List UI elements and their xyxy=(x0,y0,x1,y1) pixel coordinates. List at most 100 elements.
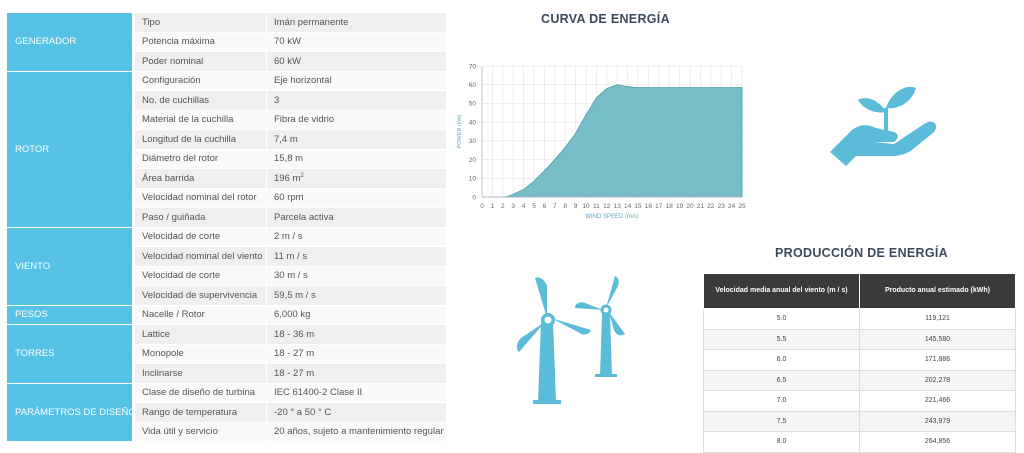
spec-value-text: 20 años, sujeto a mantenimiento regular xyxy=(274,426,444,438)
spec-row: Paso / guiñada Parcela activa xyxy=(7,207,447,228)
spec-row: ROTOR Configuración Eje horizontal xyxy=(6,70,447,228)
spec-row: Longitud de la cuchilla 7,4 m xyxy=(7,129,447,150)
production-speed: 6.0 xyxy=(703,349,860,371)
x-tick-label: 5 xyxy=(532,203,536,210)
spec-value-text: Fibra de vidrio xyxy=(274,114,335,126)
spec-row: Material de la cuchilla Fibra de vidrio xyxy=(7,109,447,130)
spec-value: -20 ° a 50 ° C xyxy=(266,402,447,423)
spec-value-text: 59,5 m / s xyxy=(274,289,316,301)
spec-row: Velocidad de corte 30 m / s xyxy=(7,265,447,286)
spec-value-text: 11 m / s xyxy=(274,250,308,262)
x-tick-label: 9 xyxy=(574,203,578,210)
x-tick-label: 4 xyxy=(522,203,526,210)
spec-value-text: 6,000 kg xyxy=(274,309,311,321)
y-axis-label: POWER (kW) xyxy=(457,114,463,148)
spec-value-text: 18 - 36 m xyxy=(274,328,315,340)
spec-key: Vida útil y servicio xyxy=(133,421,267,442)
spec-key: Área barrida xyxy=(133,168,267,189)
x-tick-label: 24 xyxy=(728,203,736,210)
spec-key: Nacelle / Rotor xyxy=(133,304,267,325)
spec-value: 30 m / s xyxy=(266,265,447,286)
spec-row: No. de cuchillas 3 xyxy=(7,90,447,111)
spec-value-text: Parcela activa xyxy=(274,211,334,223)
spec-key: Velocidad de corte xyxy=(133,226,267,247)
spec-key: Poder nominal xyxy=(133,51,267,72)
y-tick-label: 0 xyxy=(472,194,476,201)
spec-value: 59,5 m / s xyxy=(266,285,447,306)
spec-value-text: Imán permanente xyxy=(274,16,349,28)
production-title: PRODUCCIÓN DE ENERGÍA xyxy=(775,246,948,260)
spec-group-label: TORRES xyxy=(6,324,135,384)
y-tick-label: 40 xyxy=(469,119,477,126)
power-area xyxy=(482,84,743,198)
spec-row: VIENTO Velocidad de corte 2 m / s xyxy=(6,226,447,306)
spec-value: Imán permanente xyxy=(266,12,447,33)
spec-key: Monopole xyxy=(133,343,267,364)
spec-row: Monopole 18 - 27 m xyxy=(7,343,447,364)
spec-value: 70 kW xyxy=(266,31,447,52)
spec-value-text: 18 - 27 m xyxy=(274,348,315,360)
spec-row: Diámetro del rotor 15,8 m xyxy=(7,148,447,169)
production-row: 5.0 119,121 xyxy=(703,308,1016,330)
production-energy: 243,979 xyxy=(859,410,1016,432)
spec-row: PESOS Nacelle / Rotor 6,000 kg xyxy=(6,304,447,325)
y-tick-label: 20 xyxy=(469,157,477,164)
x-tick-label: 15 xyxy=(634,203,642,210)
x-tick-label: 6 xyxy=(543,203,547,210)
production-energy: 145,580 xyxy=(859,328,1016,350)
x-tick-label: 1 xyxy=(491,203,495,210)
spec-value-text: Eje horizontal xyxy=(274,75,332,87)
curve-title: CURVA DE ENERGÍA xyxy=(541,12,670,26)
y-tick-label: 50 xyxy=(469,101,477,108)
spec-value-text: 2 m / s xyxy=(274,231,303,243)
x-tick-label: 22 xyxy=(707,203,715,210)
spec-value: IEC 61400-2 Clase II xyxy=(266,382,447,403)
x-tick-label: 8 xyxy=(563,203,567,210)
spec-value: 18 - 27 m xyxy=(266,343,447,364)
production-speed: 7.5 xyxy=(703,410,860,432)
spec-row: Área barrida 196 m2 xyxy=(7,168,447,189)
y-tick-label: 70 xyxy=(469,63,477,70)
wind-turbines-icon xyxy=(513,272,638,412)
spec-row: Velocidad de supervivencia 59,5 m / s xyxy=(7,285,447,306)
spec-value-text: 3 xyxy=(274,94,280,106)
production-energy: 264,856 xyxy=(859,431,1016,453)
spec-row: Potencia máxima 70 kW xyxy=(7,31,447,52)
production-energy: 221,466 xyxy=(859,390,1016,412)
spec-key: Tipo xyxy=(133,12,267,33)
spec-key: Velocidad nominal del rotor xyxy=(133,187,267,208)
spec-value-text: 30 m / s xyxy=(274,270,308,282)
spec-row: Velocidad nominal del rotor 60 rpm xyxy=(7,187,447,208)
spec-value-text: 18 - 27 m xyxy=(274,367,315,379)
production-header-speed: Velocidad media anual del viento (m / s) xyxy=(703,273,860,309)
spec-table: GENERADOR Tipo Imán permanente Potencia máx… xyxy=(6,12,447,442)
spec-value: 2 m / s xyxy=(266,226,447,247)
x-tick-label: 13 xyxy=(614,203,622,210)
production-row: 5.5 145,580 xyxy=(703,328,1016,350)
spec-value: 11 m / s xyxy=(266,246,447,267)
spec-key: Lattice xyxy=(133,324,267,345)
x-tick-label: 25 xyxy=(738,203,746,210)
spec-key: Configuración xyxy=(133,70,267,91)
spec-value: 196 m2 xyxy=(266,168,447,189)
spec-row: Vida útil y servicio 20 años, sujeto a ma… xyxy=(7,421,447,442)
x-tick-label: 21 xyxy=(697,203,705,210)
spec-value: Fibra de vidrio xyxy=(266,109,447,130)
spec-group-label: VIENTO xyxy=(6,226,135,306)
x-tick-label: 3 xyxy=(511,203,515,210)
spec-group-label: ROTOR xyxy=(6,70,135,228)
x-axis-label: WIND SPEED (m/s) xyxy=(585,214,638,220)
spec-key: Clase de diseño de turbina xyxy=(133,382,267,403)
x-tick-label: 18 xyxy=(666,203,674,210)
spec-value: 7,4 m xyxy=(266,129,447,150)
spec-value: Eje horizontal xyxy=(266,70,447,91)
spec-value: 60 kW xyxy=(266,51,447,72)
production-speed: 6.5 xyxy=(703,369,860,391)
production-speed: 5.5 xyxy=(703,328,860,350)
x-tick-label: 19 xyxy=(676,203,684,210)
spec-row: Velocidad nominal del viento 11 m / s xyxy=(7,246,447,267)
hand-plant-icon xyxy=(828,84,946,173)
spec-key: Potencia máxima xyxy=(133,31,267,52)
spec-key: Velocidad de supervivencia xyxy=(133,285,267,306)
x-tick-label: 17 xyxy=(655,203,663,210)
